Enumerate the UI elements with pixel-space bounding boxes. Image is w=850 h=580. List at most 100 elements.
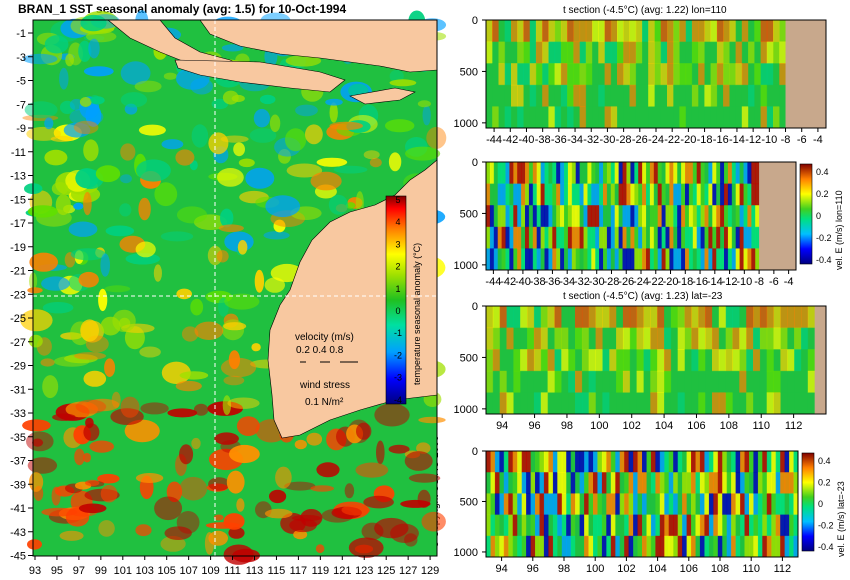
section-cell bbox=[543, 451, 549, 473]
section-cell bbox=[533, 370, 542, 393]
section-cell bbox=[757, 451, 763, 473]
section-cell bbox=[793, 451, 799, 473]
sst-patch bbox=[120, 92, 148, 108]
section-cell bbox=[523, 106, 531, 129]
section-cell bbox=[635, 41, 643, 64]
section-cell bbox=[489, 183, 495, 206]
section-cell bbox=[704, 248, 709, 271]
section-cell bbox=[668, 535, 674, 558]
sst-patch bbox=[422, 105, 431, 126]
section-cell bbox=[708, 226, 713, 249]
section-cell bbox=[504, 41, 512, 64]
lat-tick-label: -19 bbox=[10, 242, 26, 254]
section-cell bbox=[588, 327, 596, 350]
sst-patch bbox=[390, 523, 419, 543]
sst-patch bbox=[140, 402, 169, 415]
section-cell bbox=[499, 392, 507, 415]
x-tick-label: 110 bbox=[752, 420, 770, 432]
section-cell bbox=[648, 41, 655, 64]
section-cell bbox=[530, 514, 536, 537]
sst-patch bbox=[104, 358, 116, 378]
section-cell bbox=[634, 205, 639, 228]
section-cell bbox=[748, 20, 755, 43]
section-cell bbox=[704, 162, 709, 185]
section-cell bbox=[517, 514, 523, 537]
x-tick-label: 104 bbox=[655, 420, 673, 432]
section-cell bbox=[587, 205, 592, 228]
section-cell bbox=[511, 106, 518, 129]
section-cell bbox=[650, 306, 658, 329]
section-cell bbox=[684, 306, 692, 329]
section-cell bbox=[606, 162, 612, 185]
sst-patch bbox=[191, 437, 201, 450]
section-cell bbox=[739, 349, 747, 372]
section-cell bbox=[677, 162, 682, 185]
section-cell bbox=[535, 514, 540, 537]
section-cell bbox=[642, 162, 647, 185]
section-cell bbox=[570, 535, 576, 558]
section-cell bbox=[762, 493, 768, 516]
section-cell bbox=[718, 349, 727, 372]
section-cell bbox=[664, 392, 672, 415]
section-cell bbox=[598, 20, 605, 43]
sst-patch bbox=[333, 165, 368, 174]
section-cell bbox=[759, 392, 768, 415]
velocity-colorbar-tick: -0.4 bbox=[818, 542, 834, 552]
section-cell bbox=[794, 370, 802, 393]
section-cell bbox=[753, 493, 759, 516]
section-cell bbox=[700, 205, 705, 228]
lat-tick-label: -13 bbox=[10, 171, 26, 183]
section-cell bbox=[623, 20, 630, 43]
section-cell bbox=[695, 514, 701, 537]
x-tick-label: -38 bbox=[535, 134, 551, 146]
section-cell bbox=[685, 84, 693, 107]
sst-patch bbox=[154, 496, 183, 521]
sst-patch bbox=[164, 526, 192, 540]
section-cell bbox=[573, 106, 581, 129]
depth-tick-label: 500 bbox=[460, 352, 478, 364]
section-cell bbox=[723, 84, 730, 107]
lat-tick-label: -11 bbox=[11, 147, 26, 159]
section-cell bbox=[566, 472, 572, 494]
sst-patch bbox=[265, 195, 301, 218]
section-cell bbox=[575, 306, 583, 329]
sst-patch bbox=[52, 413, 76, 421]
section-cell bbox=[784, 514, 790, 537]
sst-patch bbox=[83, 191, 92, 216]
section-cell bbox=[712, 183, 717, 206]
section-cell bbox=[753, 451, 759, 473]
section-cell bbox=[773, 392, 781, 415]
section-cell bbox=[536, 226, 542, 249]
section-cell bbox=[513, 392, 521, 415]
section-cell bbox=[539, 493, 545, 516]
section-cell bbox=[664, 451, 670, 473]
section-cell bbox=[584, 535, 590, 558]
section-cell bbox=[626, 183, 631, 206]
x-tick-label: -30 bbox=[589, 276, 605, 288]
section-cell bbox=[637, 514, 643, 537]
section-cell bbox=[610, 226, 616, 249]
x-tick-label: 100 bbox=[590, 420, 608, 432]
section-cell bbox=[520, 392, 528, 415]
section-cell bbox=[517, 84, 524, 107]
section-cell bbox=[624, 493, 630, 516]
section-cell bbox=[581, 327, 590, 350]
section-cell bbox=[685, 205, 690, 228]
section-cell bbox=[610, 514, 616, 537]
section-cell bbox=[635, 106, 643, 129]
sst-colorbar-tick: 1 bbox=[395, 284, 400, 294]
section-cell bbox=[735, 84, 743, 107]
section-cell bbox=[668, 514, 674, 537]
section-cell bbox=[720, 183, 725, 206]
sst-colorbar-tick: -2 bbox=[394, 350, 402, 360]
section-cell bbox=[759, 349, 768, 372]
section-cell bbox=[548, 451, 554, 473]
section-cell bbox=[554, 20, 562, 43]
section-cell bbox=[664, 327, 672, 350]
section-cell bbox=[603, 183, 608, 206]
section-cell bbox=[642, 514, 647, 537]
section-cell bbox=[685, 183, 690, 206]
sst-patch bbox=[83, 139, 99, 162]
section-cell bbox=[655, 493, 661, 516]
sst-patch bbox=[388, 152, 402, 172]
